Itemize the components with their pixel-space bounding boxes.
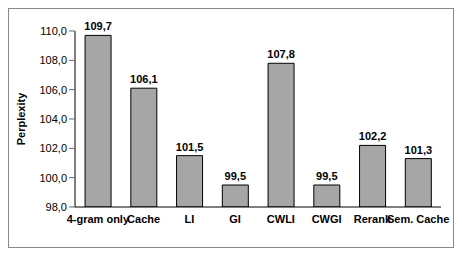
svg-text:98,0: 98,0 <box>46 201 67 213</box>
svg-text:102,0: 102,0 <box>39 142 67 154</box>
svg-text:CWLI: CWLI <box>267 213 295 225</box>
svg-text:101,5: 101,5 <box>176 141 204 153</box>
svg-text:CWGI: CWGI <box>312 213 342 225</box>
svg-text:Rerank: Rerank <box>353 212 391 225</box>
svg-text:99,5: 99,5 <box>316 170 337 182</box>
svg-text:LI: LI <box>184 213 194 225</box>
svg-text:104,0: 104,0 <box>39 113 67 125</box>
svg-text:100,0: 100,0 <box>39 172 67 184</box>
svg-text:106,0: 106,0 <box>39 84 67 96</box>
svg-text:Cache: Cache <box>127 213 160 225</box>
svg-text:110,0: 110,0 <box>40 25 67 37</box>
svg-text:Sem. Cache: Sem. Cache <box>387 213 449 225</box>
svg-text:Perplexity: Perplexity <box>15 92 27 145</box>
svg-text:GI: GI <box>229 213 241 225</box>
svg-text:99,5: 99,5 <box>225 170 246 182</box>
svg-text:102,2: 102,2 <box>359 130 387 142</box>
svg-text:101,3: 101,3 <box>405 144 433 156</box>
svg-text:4-gram only: 4-gram only <box>67 213 130 225</box>
svg-text:108,0: 108,0 <box>39 54 67 66</box>
svg-text:107,8: 107,8 <box>267 48 295 60</box>
svg-text:106,1: 106,1 <box>130 73 158 85</box>
svg-text:109,7: 109,7 <box>84 20 112 32</box>
